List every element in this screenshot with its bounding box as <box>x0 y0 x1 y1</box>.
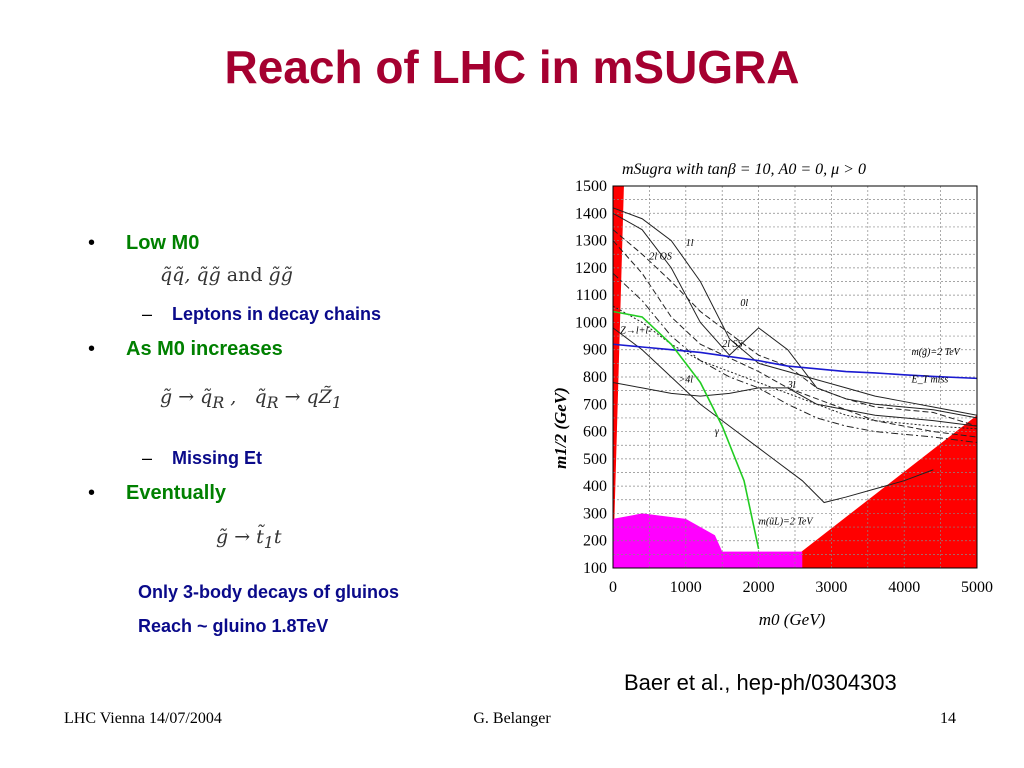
y-tick-label: 800 <box>583 369 607 386</box>
y-tick-label: 1100 <box>576 287 607 304</box>
series-line-8 <box>612 343 978 380</box>
annotation-label: 0l <box>740 298 748 309</box>
y-tick-label: 100 <box>583 560 607 577</box>
y-tick-label: 300 <box>583 505 607 522</box>
bullet-eventually: • Eventually <box>88 482 227 505</box>
series-line-1 <box>612 212 978 419</box>
y-tick-label: 1200 <box>575 260 607 277</box>
contour-lines <box>612 207 978 550</box>
y-tick-label: 1400 <box>575 205 607 222</box>
tick-labels: 0 1000 2000 3000 4000 5000 100 200 300 400 500 600 7… <box>575 178 993 596</box>
series-line-9 <box>612 310 760 550</box>
y-tick-label: 700 <box>583 396 607 413</box>
note-reach: Reach ~ gluino 1.8TeV <box>138 616 329 636</box>
bullet-label: Low M0 <box>126 232 200 254</box>
annotation-label: m(ũL)=2 TeV <box>759 516 815 527</box>
chart-annotations: 1l 2l OS 0l Z→l+l- 2l SS >4l 3l γ m(g̃)=2 TeV E_T… <box>620 238 961 527</box>
series-line-4 <box>612 240 978 438</box>
series-line-5 <box>612 272 978 443</box>
formula-gluino-squark-decay: g̃ → q̃R , q̃R → qZ̃1 <box>160 386 342 412</box>
subbullet-leptons: – Leptons in decay chains <box>142 304 382 325</box>
y-tick-label: 500 <box>583 451 607 468</box>
subbullet-label: Leptons in decay chains <box>172 304 382 324</box>
note-three-body: Only 3-body decays of gluinos <box>138 582 400 602</box>
series-line-2 <box>612 327 934 504</box>
footer-page-number: 14 <box>940 710 956 727</box>
formula-squark-gluino-pairs: q̃q̃, q̃g̃ and g̃g̃ <box>160 264 293 286</box>
series-line-7 <box>612 381 978 427</box>
series-line-3 <box>612 229 978 427</box>
excluded-region-1 <box>780 415 977 568</box>
bullet-dot-icon: • <box>88 232 96 254</box>
x-tick-label: 2000 <box>743 579 775 596</box>
slide-title: Reach of LHC in mSUGRA <box>224 41 800 93</box>
x-tick-label: 1000 <box>670 579 702 596</box>
y-tick-label: 1500 <box>575 178 607 195</box>
annotation-label: 2l SS <box>722 339 742 350</box>
chart-title: mSugra with tanβ = 10, A0 = 0, μ > 0 <box>622 161 866 178</box>
dash-icon: – <box>142 304 153 324</box>
y-tick-label: 600 <box>583 424 607 441</box>
annotation-label: γ <box>715 426 720 437</box>
x-tick-label: 4000 <box>888 579 920 596</box>
bullet-as-m0-increases: • As M0 increases <box>88 338 283 361</box>
annotation-label: m(g̃)=2 TeV <box>911 347 961 358</box>
x-tick-label: 5000 <box>961 579 993 596</box>
bullet-low-m0: • Low M0 <box>88 232 200 255</box>
y-axis-label: m1/2 (GeV) <box>552 387 570 469</box>
y-tick-label: 200 <box>583 533 607 550</box>
y-tick-label: 1000 <box>575 314 607 331</box>
bullet-label: Eventually <box>126 482 227 504</box>
x-axis-label: m0 (GeV) <box>759 610 826 629</box>
annotation-label: E_T miss <box>910 374 948 385</box>
dash-icon: – <box>142 448 153 468</box>
bullet-dot-icon: • <box>88 482 96 504</box>
y-tick-label: 400 <box>583 478 607 495</box>
series-line-0 <box>612 207 978 416</box>
plot-frame <box>612 185 978 569</box>
y-tick-label: 1300 <box>575 233 607 250</box>
x-tick-label: 0 <box>609 579 617 596</box>
annotation-label: 3l <box>787 380 796 391</box>
annotation-label: 1l <box>686 238 694 249</box>
annotation-label: 2l OS <box>649 252 672 263</box>
citation: Baer et al., hep-ph/0304303 <box>624 670 897 695</box>
bullet-dot-icon: • <box>88 338 96 360</box>
bullet-label: As M0 increases <box>126 338 283 360</box>
subbullet-missing-et: – Missing Et <box>142 448 263 469</box>
x-tick-label: 3000 <box>815 579 847 596</box>
y-tick-label: 900 <box>583 342 607 359</box>
annotation-label: Z→l+l- <box>620 325 651 336</box>
footer-left: LHC Vienna 14/07/2004 <box>64 710 222 727</box>
reach-chart: 0 1000 2000 3000 4000 5000 100 200 300 400 500 600 7… <box>552 161 993 629</box>
formula-gluino-stop-decay: g̃ → t̃1t <box>216 526 282 552</box>
annotation-label: >4l <box>679 374 694 385</box>
subbullet-label: Missing Et <box>172 448 263 468</box>
footer-center: G. Belanger <box>473 710 551 727</box>
